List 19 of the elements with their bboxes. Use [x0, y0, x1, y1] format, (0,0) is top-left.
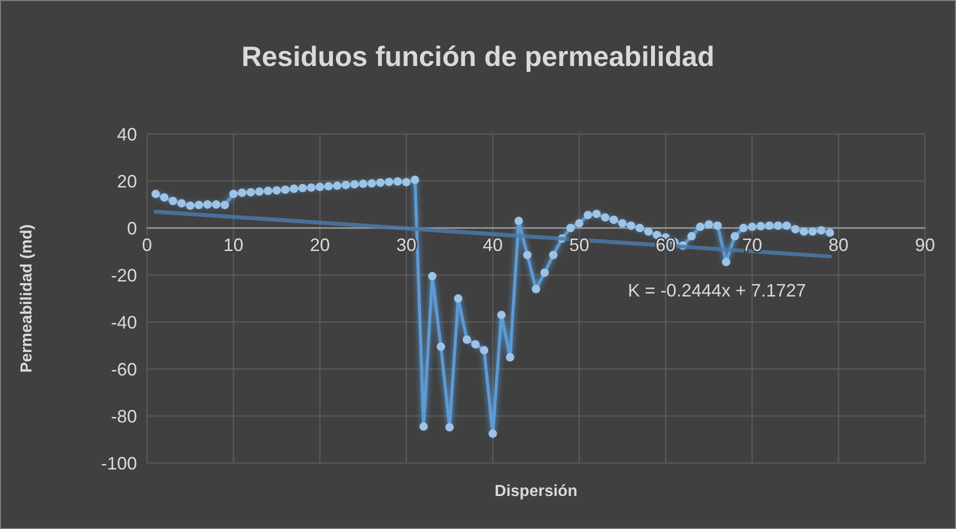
x-tick-label: 80 — [828, 235, 849, 255]
x-tick-label: 20 — [310, 235, 330, 255]
y-tick-label: -20 — [110, 265, 137, 286]
x-tick-label: 10 — [223, 235, 244, 255]
y-tick-label: -80 — [110, 406, 137, 426]
x-tick-label: 40 — [482, 235, 503, 255]
x-axis-title: Dispersión — [494, 483, 578, 500]
x-tick-label: 0 — [142, 235, 152, 255]
annotation: K = -0.2444x + 7.1727 — [628, 280, 806, 300]
y-tick-label: 40 — [116, 124, 137, 144]
y-tick-label: 20 — [116, 171, 137, 192]
y-tick-label: -40 — [110, 312, 137, 332]
chart-title: Residuos función de permeabilidad — [242, 41, 714, 72]
y-tick-label: -100 — [100, 453, 137, 474]
y-axis-title: Permeabilidad (md) — [18, 224, 36, 373]
y-tick-label: -60 — [110, 359, 137, 380]
y-tick-label: 0 — [126, 218, 137, 238]
x-tick-label: 90 — [914, 235, 936, 255]
x-tick-label: 30 — [396, 235, 416, 255]
